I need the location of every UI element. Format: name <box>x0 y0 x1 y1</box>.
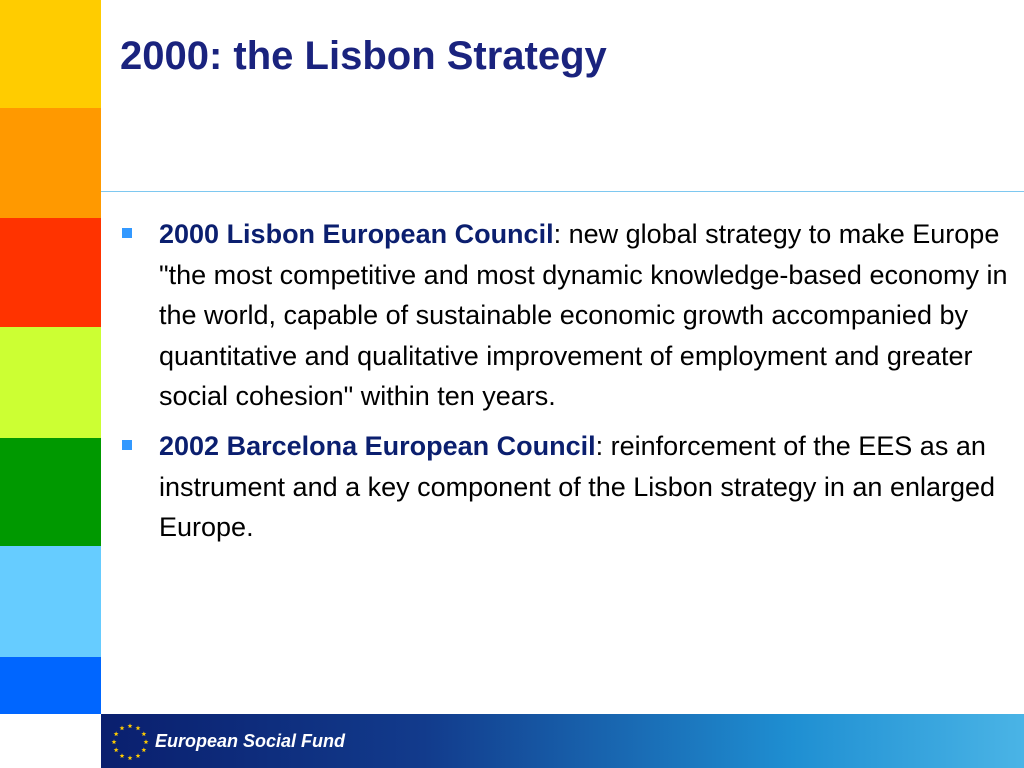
footer-bar: European Social Fund <box>101 714 1024 768</box>
star-icon <box>127 755 133 761</box>
star-icon <box>119 753 125 758</box>
bullet-heading: 2000 Lisbon European Council <box>159 219 554 249</box>
star-icon <box>127 723 133 729</box>
star-icon <box>135 725 141 731</box>
color-stripe-bar <box>0 0 101 714</box>
stripe-red <box>0 218 101 327</box>
bullet-square-icon <box>122 228 132 238</box>
bullet-heading: 2002 Barcelona European Council <box>159 430 596 461</box>
star-icon <box>141 731 147 737</box>
stripe-yellow <box>0 0 101 108</box>
star-icon <box>113 747 119 753</box>
stripe-blue <box>0 657 101 714</box>
stripe-light-blue <box>0 546 101 657</box>
bullet-item: 2000 Lisbon European Council: new global… <box>120 214 1015 417</box>
star-icon <box>141 747 147 753</box>
bullet-text: : reinforcement of the EES as an instrum… <box>159 430 996 543</box>
eu-stars-icon <box>111 723 149 761</box>
stripe-green <box>0 438 101 546</box>
bullet-square-icon <box>122 439 132 450</box>
bullet-list: 2000 Lisbon European Council: new global… <box>120 214 1015 557</box>
slide-title: 2000: the Lisbon Strategy <box>120 34 607 78</box>
stripe-orange <box>0 108 101 218</box>
title-divider <box>101 191 1024 192</box>
bullet-item: 2002 Barcelona European Council: reinfor… <box>120 426 1015 548</box>
bullet-text: : new global strategy to make Europe "th… <box>159 219 1008 412</box>
stripe-lime <box>0 327 101 438</box>
star-icon <box>119 725 125 731</box>
star-icon <box>135 753 141 758</box>
star-icon <box>113 731 119 737</box>
star-icon <box>111 739 117 745</box>
star-icon <box>143 739 149 745</box>
footer-label: European Social Fund <box>155 731 346 751</box>
